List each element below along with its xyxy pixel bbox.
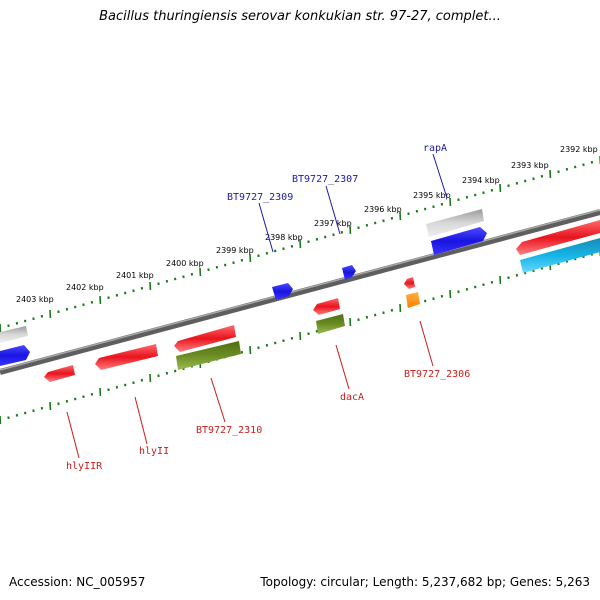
tick-label-2399: 2399 kbp bbox=[216, 246, 254, 255]
label-connectors bbox=[66, 153, 448, 459]
gene-rapA-grey bbox=[426, 209, 484, 237]
gene-bt9727-2307 bbox=[342, 265, 356, 280]
gene-bt9727-2306-orange bbox=[406, 292, 420, 308]
gene-dacA-olive bbox=[316, 314, 345, 334]
tick-label-2394: 2394 kbp bbox=[462, 176, 500, 185]
reverse-strand-genes bbox=[44, 277, 420, 382]
gene-bt9727-2306-red bbox=[404, 277, 415, 289]
gene-label-bt9727-2310: BT9727_2310 bbox=[196, 425, 262, 436]
genome-summary-text: Topology: circular; Length: 5,237,682 bp… bbox=[260, 575, 590, 589]
gene-label-hlyIIR: hlyIIR bbox=[66, 461, 103, 472]
gene-label-hlyII: hlyII bbox=[139, 446, 169, 457]
gene-labels: BT9727_2309 BT9727_2307 rapA hlyIIR hlyI… bbox=[66, 143, 470, 472]
tick-label-2396: 2396 kbp bbox=[364, 205, 402, 214]
gene-rapA-blue bbox=[431, 227, 487, 255]
gene-blue-left bbox=[0, 345, 30, 366]
gene-label-rapA: rapA bbox=[423, 143, 447, 154]
tick-label-2401: 2401 kbp bbox=[116, 271, 154, 280]
backbone bbox=[0, 209, 600, 375]
scale-labels: 2403 kbp 2402 kbp 2401 kbp 2400 kbp 2399… bbox=[16, 145, 598, 304]
gene-label-bt9727-2306: BT9727_2306 bbox=[404, 369, 470, 380]
map-title: Bacillus thuringiensis serovar konkukian… bbox=[99, 9, 501, 24]
gene-label-bt9727-2309: BT9727_2309 bbox=[227, 192, 293, 203]
tick-label-2402: 2402 kbp bbox=[66, 283, 104, 292]
gene-red-right bbox=[516, 220, 600, 255]
tick-label-2397: 2397 kbp bbox=[314, 219, 352, 228]
gene-bt9727-2309 bbox=[272, 283, 293, 300]
upper-scale-track bbox=[0, 156, 600, 333]
tick-label-2398: 2398 kbp bbox=[265, 233, 303, 242]
accession-text: Accession: NC_005957 bbox=[9, 575, 146, 589]
gene-cyan-right bbox=[520, 238, 600, 273]
gene-label-dacA: dacA bbox=[340, 392, 364, 403]
forward-strand-genes bbox=[0, 209, 600, 366]
gene-bt9727-2310-red bbox=[174, 325, 236, 352]
tick-label-2403: 2403 kbp bbox=[16, 295, 54, 304]
gene-bt9727-2310-olive bbox=[176, 341, 241, 370]
tick-label-2400: 2400 kbp bbox=[166, 259, 204, 268]
gene-grey-left bbox=[0, 326, 28, 343]
tick-label-2393: 2393 kbp bbox=[511, 161, 549, 170]
gene-label-bt9727-2307: BT9727_2307 bbox=[292, 174, 358, 185]
tick-label-2392: 2392 kbp bbox=[560, 145, 598, 154]
tick-label-2395: 2395 kbp bbox=[413, 191, 451, 200]
lower-scale-track bbox=[0, 248, 600, 425]
gene-hlyIIR bbox=[44, 365, 75, 382]
gene-hlyII bbox=[95, 344, 158, 370]
gene-dacA-red bbox=[313, 298, 340, 315]
